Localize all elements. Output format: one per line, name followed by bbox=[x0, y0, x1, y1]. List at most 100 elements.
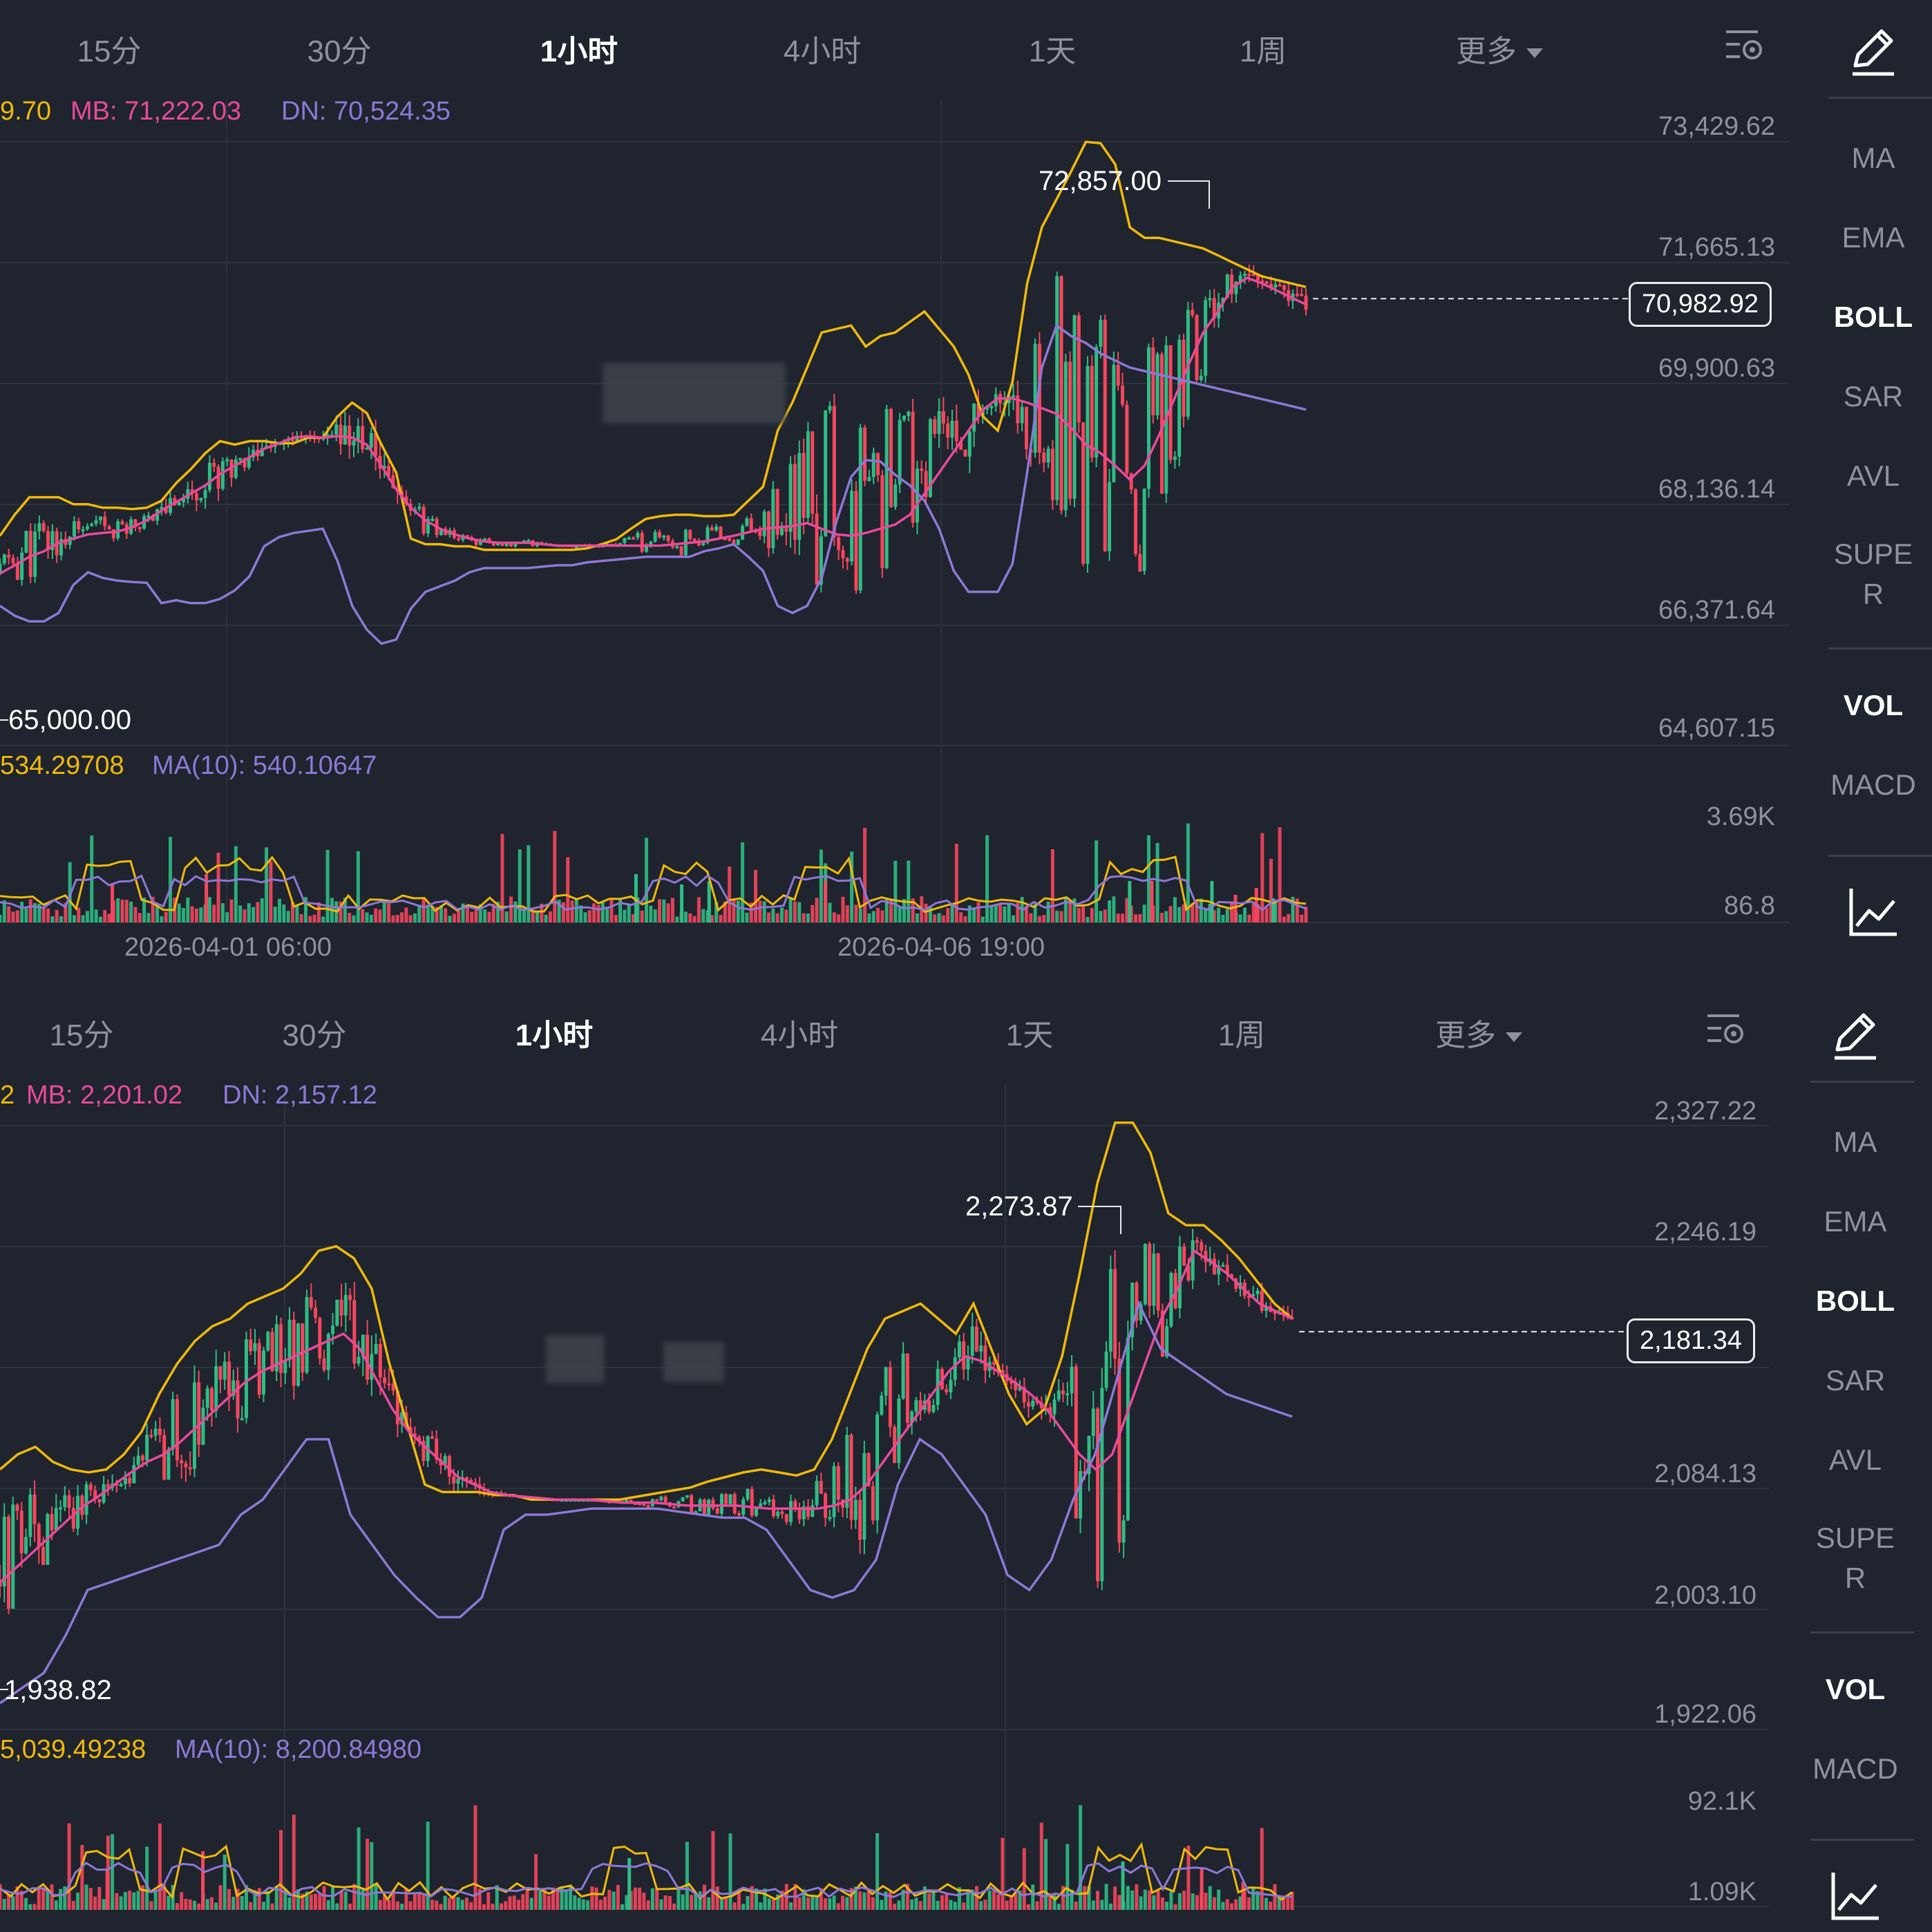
candle-body bbox=[819, 1481, 823, 1494]
volume-bar bbox=[1052, 1895, 1057, 1910]
indicator-ema[interactable]: EMA bbox=[1824, 1205, 1887, 1238]
tab-1h[interactable]: 1小时 bbox=[540, 35, 618, 68]
volume-bar bbox=[417, 1893, 422, 1910]
candle-body bbox=[240, 1418, 244, 1421]
tab-1d[interactable]: 1天 bbox=[1005, 1019, 1054, 1052]
volume-bar bbox=[560, 1886, 564, 1910]
tab-1w[interactable]: 1周 bbox=[1218, 1019, 1266, 1052]
candle-body bbox=[918, 1400, 922, 1410]
candle-body bbox=[915, 468, 919, 523]
sidebar-divider bbox=[1828, 647, 1932, 650]
volume-bar bbox=[1116, 913, 1120, 922]
volume-bar bbox=[24, 1897, 28, 1910]
indicator-ema[interactable]: EMA bbox=[1841, 221, 1905, 254]
candle-body bbox=[435, 1438, 439, 1460]
candle-body bbox=[1063, 361, 1068, 511]
indicator-super[interactable]: SUPE bbox=[1815, 1522, 1895, 1554]
candlestick-chart-bottom[interactable] bbox=[0, 984, 1797, 1932]
candle-body bbox=[1081, 422, 1086, 564]
pencil-icon[interactable] bbox=[1828, 1008, 1883, 1063]
volume-bar bbox=[20, 901, 24, 922]
volume-ma10-line bbox=[0, 874, 1307, 911]
indicator-boll[interactable]: BOLL bbox=[1815, 1285, 1895, 1317]
volume-bar bbox=[128, 1891, 132, 1910]
volume-bar bbox=[0, 1884, 2, 1910]
volume-bar bbox=[111, 884, 115, 922]
tab-1w[interactable]: 1周 bbox=[1239, 35, 1287, 68]
volume-bar bbox=[1059, 911, 1063, 922]
indicator-sar[interactable]: SAR bbox=[1843, 380, 1904, 413]
tab-30m[interactable]: 30分 bbox=[282, 1019, 347, 1052]
candle-body bbox=[1177, 339, 1182, 457]
tab-30m[interactable]: 30分 bbox=[307, 35, 372, 68]
chart-type-icon[interactable] bbox=[1828, 1868, 1883, 1924]
volume-bar bbox=[642, 1893, 646, 1910]
volume-bar bbox=[902, 899, 906, 922]
boll-up-value: 2 bbox=[0, 1081, 15, 1110]
volume-bar bbox=[1186, 1845, 1191, 1910]
indicator-macd[interactable]: MACD bbox=[1830, 768, 1916, 801]
tab-4h[interactable]: 4小时 bbox=[783, 35, 862, 68]
tab-1d[interactable]: 1天 bbox=[1028, 35, 1077, 68]
volume-bar bbox=[625, 1895, 629, 1910]
volume-bar bbox=[1177, 907, 1182, 922]
candle-body bbox=[153, 1428, 158, 1436]
volume-bar bbox=[1055, 911, 1059, 922]
candle-body bbox=[106, 1484, 110, 1488]
chart-type-icon[interactable] bbox=[1846, 884, 1901, 940]
candle-body bbox=[767, 1499, 771, 1502]
tab-15m[interactable]: 15分 bbox=[49, 1019, 114, 1052]
indicator-sar[interactable]: SAR bbox=[1825, 1364, 1886, 1396]
volume-bar bbox=[291, 902, 295, 922]
candlestick-chart-top[interactable] bbox=[0, 0, 1810, 984]
candle-body bbox=[850, 491, 854, 562]
volume-bar bbox=[102, 1899, 106, 1910]
volume-bar bbox=[59, 1888, 63, 1910]
volume-bar bbox=[500, 833, 504, 922]
tab-4h[interactable]: 4小时 bbox=[760, 1019, 839, 1052]
candle-body bbox=[11, 558, 15, 564]
chart-settings-icon[interactable] bbox=[1723, 25, 1765, 64]
indicator-ma[interactable]: MA bbox=[1851, 142, 1895, 174]
tab-more[interactable]: 更多 bbox=[1435, 1010, 1522, 1054]
pencil-icon[interactable] bbox=[1846, 24, 1901, 79]
tab-1h[interactable]: 1小时 bbox=[515, 1019, 594, 1052]
candle-body bbox=[1221, 1265, 1225, 1267]
volume-bar bbox=[491, 904, 495, 922]
volume-bar bbox=[767, 1898, 771, 1910]
tab-15m[interactable]: 15分 bbox=[77, 35, 142, 68]
volume-bar bbox=[1016, 902, 1020, 922]
volume-bar bbox=[1074, 1901, 1078, 1910]
volume-bar bbox=[1165, 1902, 1169, 1910]
tab-more[interactable]: 更多 bbox=[1456, 26, 1543, 70]
chart-settings-icon[interactable] bbox=[1705, 1009, 1746, 1048]
candle-body bbox=[832, 1466, 836, 1517]
candle-body bbox=[1042, 452, 1046, 463]
volume-bar bbox=[482, 1904, 486, 1910]
candle-body bbox=[1265, 281, 1269, 284]
indicator-macd[interactable]: MACD bbox=[1812, 1752, 1898, 1785]
volume-bar bbox=[279, 1830, 283, 1910]
indicator-super-wrap[interactable]: R bbox=[1862, 578, 1884, 610]
indicator-avl[interactable]: AVL bbox=[1828, 1443, 1882, 1476]
volume-bar bbox=[229, 899, 234, 922]
volume-bar bbox=[180, 1892, 184, 1910]
indicator-super[interactable]: SUPE bbox=[1833, 538, 1913, 570]
volume-bar bbox=[564, 1891, 568, 1910]
indicator-avl[interactable]: AVL bbox=[1846, 460, 1900, 492]
indicator-ma[interactable]: MA bbox=[1833, 1126, 1877, 1158]
volume-bar bbox=[915, 913, 919, 922]
indicator-vol[interactable]: VOL bbox=[1825, 1673, 1886, 1705]
indicator-boll[interactable]: BOLL bbox=[1833, 301, 1913, 333]
indicator-sidebar-bottom: MA EMA BOLL SAR AVL SUPE R VOL MACD bbox=[1797, 984, 1914, 1932]
candle-body bbox=[84, 1484, 88, 1515]
volume-bar bbox=[33, 902, 37, 922]
candle-body bbox=[243, 457, 247, 468]
volume-bar bbox=[655, 1888, 659, 1910]
indicator-super-wrap[interactable]: R bbox=[1844, 1562, 1866, 1594]
volume-bar bbox=[802, 913, 806, 922]
candle-body bbox=[417, 506, 422, 509]
indicator-vol[interactable]: VOL bbox=[1843, 689, 1904, 721]
volume-bar bbox=[348, 1904, 352, 1910]
price-axis-label: 71,665.13 bbox=[1658, 233, 1775, 262]
